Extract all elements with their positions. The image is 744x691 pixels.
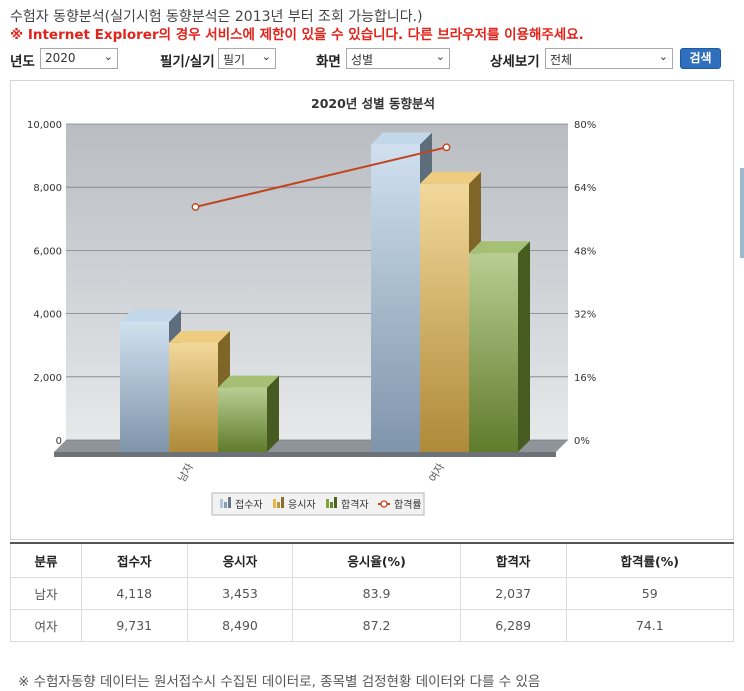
legend-label: 응시자	[288, 499, 316, 511]
y-right-tick-label: 16%	[574, 373, 596, 384]
y-left-tick-label: 8,000	[33, 183, 62, 194]
legend-swatch	[281, 497, 284, 508]
bar-top	[120, 309, 181, 322]
bar-접수자	[120, 321, 169, 452]
bar-응시자	[420, 183, 469, 452]
detail-select[interactable]: 전체 ⌄	[545, 48, 673, 69]
browser-warning: ※ Internet Explorer의 경우 서비스에 제한이 있을 수 있습…	[10, 27, 584, 43]
table-cell: 6,289	[459, 608, 567, 642]
legend-swatch	[220, 499, 223, 508]
year-label: 년도	[10, 54, 35, 70]
year-select[interactable]: 2020 ⌄	[40, 48, 118, 69]
year-select-value: 2020	[45, 51, 76, 65]
search-button[interactable]: 검색	[680, 48, 721, 69]
table-cell: 83.9	[292, 576, 461, 610]
table-cell: 87.2	[292, 608, 461, 642]
bar-top	[420, 171, 481, 184]
legend-box	[211, 492, 425, 516]
table-cell: 59	[565, 576, 734, 610]
bar-응시자	[169, 342, 218, 452]
table-cell: 4,118	[80, 576, 188, 610]
y-right-tick-label: 32%	[574, 310, 596, 321]
y-left-tick-label: 10,000	[27, 120, 62, 131]
y-right-tick-label: 80%	[574, 120, 596, 131]
line-pass-rate	[195, 146, 447, 208]
exam-type-label: 필기/실기	[160, 54, 215, 70]
legend-swatch	[224, 502, 227, 508]
legend-swatch	[330, 502, 333, 508]
table-header: 합격자	[459, 542, 567, 578]
bar-top	[169, 330, 230, 343]
table-cell: 여자	[10, 608, 82, 642]
page-title: 수험자 동향분석(실기시험 동향분석은 2013년 부터 조회 가능합니다.)	[10, 9, 423, 25]
chart-title: 2020년 성별 동향분석	[311, 96, 435, 111]
legend-swatch	[326, 499, 329, 508]
filter-bar: 년도 2020 ⌄ 필기/실기 필기 ⌄ 화면 성별 ⌄ 상세보기 전체 ⌄ 검…	[0, 47, 744, 71]
exam-type-select-value: 필기	[223, 53, 246, 67]
legend-swatch	[334, 497, 337, 508]
y-left-tick-label: 2,000	[33, 373, 62, 384]
page-scroll-edge	[740, 168, 744, 258]
gender-trend-chart: 2020년 성별 동향분석 0 2,000 4,000 6,000 8,000 10,000…	[27, 96, 596, 516]
table-header: 응시자	[186, 542, 294, 578]
y-left-tick-label: 0	[56, 436, 62, 447]
bar-top	[469, 241, 530, 254]
chart-container: 2020년 성별 동향분석 0 2,000 4,000 6,000 8,000 10,000…	[10, 80, 734, 540]
chevron-down-icon: ⌄	[261, 50, 271, 63]
table-header: 접수자	[80, 542, 188, 578]
legend-label: 합격자	[341, 498, 369, 511]
bar-top	[371, 132, 432, 145]
table-header-row: 분류 접수자 응시자 응시율(%) 합격자 합격률(%)	[10, 542, 734, 578]
legend-label: 접수자	[235, 499, 263, 511]
y-right-tick-label: 48%	[574, 246, 596, 257]
table-header: 응시율(%)	[292, 542, 461, 578]
table-cell: 74.1	[565, 608, 734, 642]
y-left-tick-label: 6,000	[33, 246, 62, 257]
table-cell: 9,731	[80, 608, 188, 642]
screen-select[interactable]: 성별 ⌄	[346, 48, 450, 69]
line-point	[191, 203, 200, 211]
table-cell: 3,453	[186, 576, 294, 610]
line-point	[442, 143, 451, 152]
table-cell: 8,490	[186, 608, 294, 642]
table-header: 분류	[10, 542, 82, 578]
y-left-tick-label: 4,000	[33, 310, 62, 321]
chevron-down-icon: ⌄	[103, 50, 113, 63]
bar-합격자	[469, 253, 518, 452]
detail-select-value: 전체	[550, 53, 573, 67]
y-right-tick-label: 0%	[574, 436, 590, 447]
footer-note: ※ 수험자동향 데이터는 원서접수시 수집된 데이터로, 종목별 검정현황 데이…	[18, 674, 541, 690]
bar-side	[267, 375, 279, 452]
trend-table: 분류 접수자 응시자 응시율(%) 합격자 합격률(%) 남자 4,118 3,…	[10, 542, 734, 642]
table-cell: 남자	[10, 576, 82, 610]
legend-swatch	[273, 499, 276, 508]
chevron-down-icon: ⌄	[435, 50, 445, 63]
category-label: 남자	[176, 461, 196, 484]
bar-side	[518, 241, 530, 452]
category-label: 여자	[427, 461, 447, 484]
legend-swatch	[228, 497, 231, 508]
table-header: 합격률(%)	[565, 542, 734, 578]
screen-select-value: 성별	[351, 53, 374, 67]
plot-floor-edge	[54, 452, 556, 457]
bar-합격자	[218, 387, 267, 452]
bar-접수자	[371, 144, 420, 452]
table-cell: 2,037	[459, 576, 567, 610]
bar-top	[218, 375, 279, 388]
legend-label: 합격률	[394, 498, 422, 511]
legend-line-marker	[380, 500, 388, 508]
table-row: 여자 9,731 8,490 87.2 6,289 74.1	[10, 608, 734, 642]
y-right-tick-label: 64%	[574, 183, 596, 194]
legend-swatch	[277, 502, 280, 508]
detail-label: 상세보기	[490, 54, 540, 70]
screen-label: 화면	[316, 54, 341, 70]
table-row: 남자 4,118 3,453 83.9 2,037 59	[10, 576, 734, 610]
exam-type-select[interactable]: 필기 ⌄	[218, 48, 276, 69]
chevron-down-icon: ⌄	[658, 50, 668, 63]
